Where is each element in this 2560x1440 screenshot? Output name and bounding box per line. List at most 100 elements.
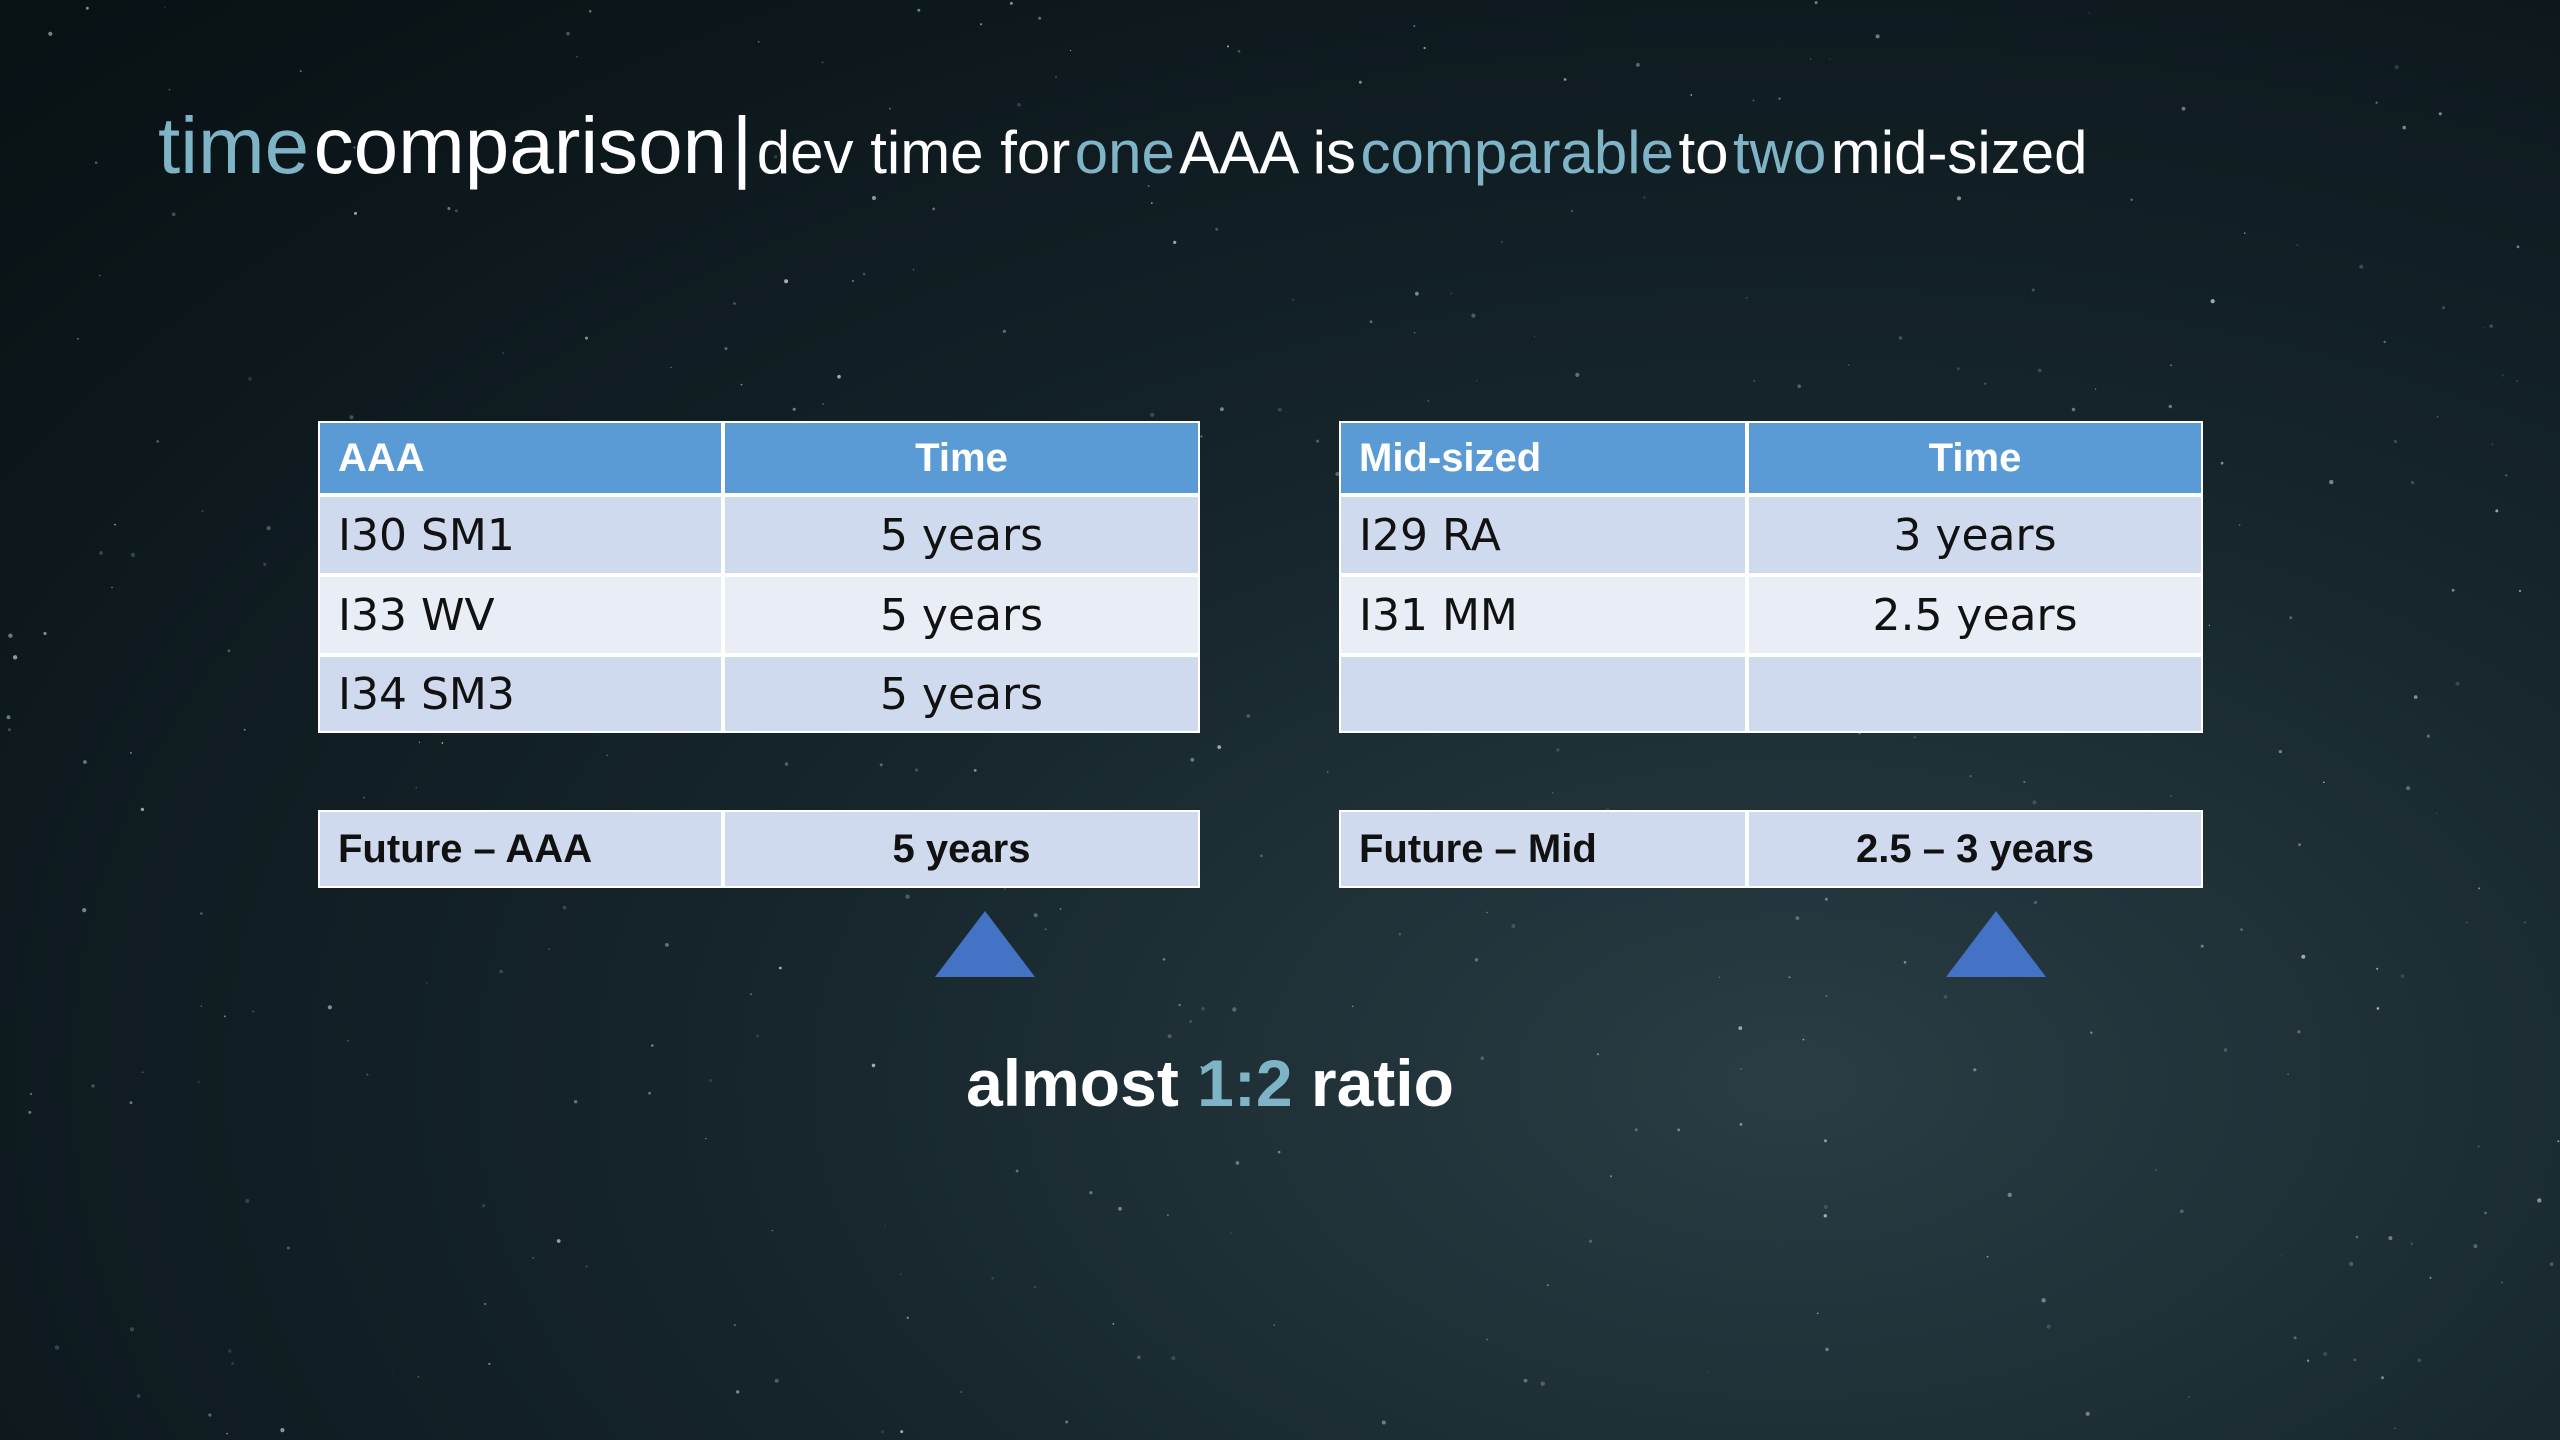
star xyxy=(502,352,505,355)
star xyxy=(2376,967,2379,970)
star xyxy=(2477,1145,2480,1148)
star xyxy=(2200,944,2204,948)
table-cell: Mid-sized xyxy=(1339,421,1747,495)
star xyxy=(1015,1169,1019,1173)
table-row xyxy=(1339,655,2203,733)
star xyxy=(200,1005,202,1007)
star xyxy=(243,728,246,731)
star xyxy=(576,55,578,58)
star xyxy=(1171,1356,1176,1361)
star xyxy=(1570,210,1573,213)
star xyxy=(2179,1209,2184,1214)
star xyxy=(1200,435,1203,438)
star xyxy=(771,1230,773,1232)
star xyxy=(1150,202,1153,205)
star xyxy=(1556,748,1560,752)
star xyxy=(2085,1411,2090,1416)
star xyxy=(1690,94,1693,96)
star xyxy=(94,161,98,164)
star xyxy=(1739,1122,1743,1126)
star xyxy=(821,61,824,64)
star xyxy=(114,523,116,526)
star xyxy=(1810,58,1812,60)
star xyxy=(884,1225,886,1227)
title-segment: mid-sized xyxy=(1830,119,2088,186)
star xyxy=(2243,232,2246,235)
table-cell: 5 years xyxy=(723,495,1200,575)
star xyxy=(1004,888,1006,890)
star xyxy=(1327,771,1329,773)
star xyxy=(1875,34,1880,39)
star xyxy=(1956,196,1962,201)
star xyxy=(1824,897,1828,901)
star xyxy=(2402,125,2406,130)
star xyxy=(2349,1261,2354,1267)
star xyxy=(481,1204,486,1208)
table-row: I34 SM3 5 years xyxy=(318,655,1200,733)
star xyxy=(29,1092,33,1096)
table-cell: I30 SM1 xyxy=(318,495,723,575)
star xyxy=(349,415,354,420)
star xyxy=(140,807,145,812)
table-row: AAA Time xyxy=(318,421,1200,495)
star xyxy=(2220,461,2224,465)
star xyxy=(226,1432,229,1435)
table-row: Future – Mid 2.5 – 3 years xyxy=(1339,810,2203,888)
star xyxy=(1471,313,1476,318)
star xyxy=(1752,99,1755,102)
star xyxy=(2329,479,2334,485)
table-cell: 5 years xyxy=(723,655,1200,733)
star xyxy=(1190,757,1195,762)
star xyxy=(2516,380,2518,382)
star xyxy=(573,1100,578,1104)
star xyxy=(392,1370,394,1372)
star xyxy=(2501,374,2504,377)
star xyxy=(1589,1239,1593,1243)
star xyxy=(415,786,417,789)
star xyxy=(1986,1255,1989,1258)
star xyxy=(1335,472,1340,476)
pointer-triangle xyxy=(935,911,1035,977)
star xyxy=(156,440,159,443)
table-cell: 5 years xyxy=(723,810,1200,888)
star xyxy=(2426,734,2430,738)
star xyxy=(1173,240,1177,244)
star xyxy=(1415,291,1419,296)
star xyxy=(862,272,866,276)
star xyxy=(1973,1068,1977,1072)
star xyxy=(1533,336,1536,338)
star xyxy=(1381,1420,1386,1425)
table-row: Mid-sized Time xyxy=(1339,421,2203,495)
star xyxy=(228,1349,232,1353)
star xyxy=(2170,795,2172,797)
star xyxy=(2393,439,2398,444)
star xyxy=(2181,106,2186,111)
star xyxy=(2007,1192,2013,1198)
star xyxy=(837,374,841,379)
star xyxy=(973,769,977,772)
star xyxy=(1552,792,1554,794)
title-segment: to xyxy=(1678,119,1729,186)
star xyxy=(2240,928,2243,931)
star xyxy=(792,407,796,411)
star xyxy=(129,1101,133,1105)
table-row: Future – AAA 5 years xyxy=(318,810,1200,888)
star xyxy=(665,943,669,947)
star xyxy=(900,1273,902,1275)
star xyxy=(163,6,166,9)
star xyxy=(1070,49,1072,52)
star xyxy=(1002,329,1007,333)
star xyxy=(2301,954,2306,959)
star xyxy=(1358,80,1362,84)
star xyxy=(736,1390,740,1394)
star xyxy=(1797,384,1801,389)
star xyxy=(2297,1030,2301,1034)
star xyxy=(499,969,504,974)
star xyxy=(2046,1324,2051,1329)
table-cell: 2.5 years xyxy=(1747,575,2203,655)
star xyxy=(1017,103,1021,107)
table-cell: Future – Mid xyxy=(1339,810,1747,888)
star xyxy=(2155,1168,2158,1172)
star xyxy=(2296,244,2299,246)
star xyxy=(353,146,356,149)
